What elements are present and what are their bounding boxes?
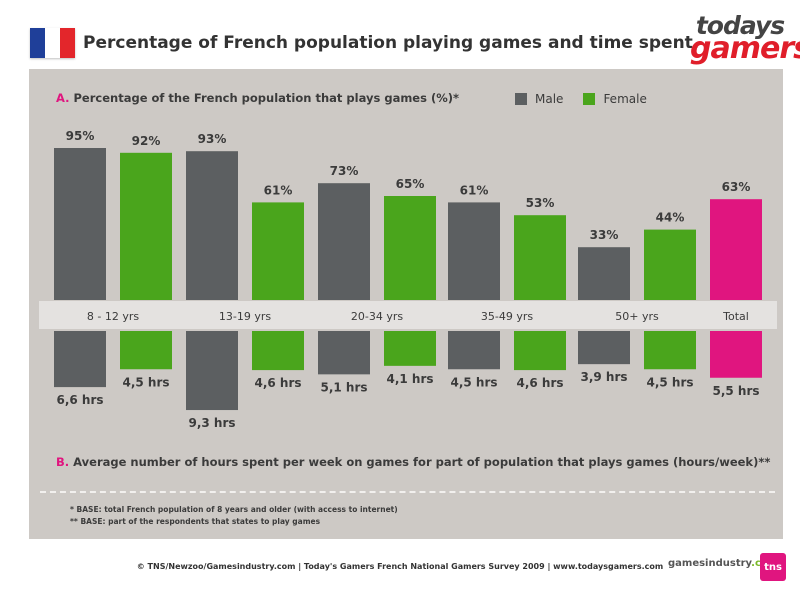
- data-label-male-hrs-1: 9,3 hrs: [188, 416, 235, 430]
- data-label-male-pct-2: 73%: [330, 164, 359, 178]
- legend-female-swatch: [583, 93, 596, 105]
- todays-gamers-logo: todays gamers: [690, 11, 800, 66]
- legend: Male Female: [515, 92, 667, 106]
- flag-stripe-blue: [30, 28, 45, 58]
- logo-line-2: gamers: [690, 30, 800, 66]
- bar-female-pct-0: [120, 152, 172, 300]
- section-b-letter: B.: [56, 455, 70, 469]
- gi-logo-text: gamesindustry: [668, 558, 752, 569]
- bar-total-pct: [710, 199, 762, 300]
- bar-female-hrs-3: [514, 331, 566, 371]
- section-b-text: Average number of hours spent per week o…: [73, 455, 771, 469]
- bar-female-hrs-1: [252, 331, 304, 371]
- category-label-2: 20-34 yrs: [351, 310, 403, 323]
- data-label-male-hrs-0: 6,6 hrs: [56, 393, 103, 407]
- bar-female-hrs-0: [120, 331, 172, 370]
- data-label-male-hrs-2: 5,1 hrs: [320, 380, 367, 394]
- data-label-female-pct-4: 44%: [656, 211, 685, 225]
- section-b-label: B. Average number of hours spent per wee…: [56, 455, 770, 469]
- bar-male-pct-1: [186, 151, 238, 300]
- bar-male-hrs-1: [186, 331, 238, 411]
- bar-male-pct-4: [578, 247, 630, 300]
- bar-total-hrs: [710, 331, 762, 378]
- data-label-female-pct-3: 53%: [526, 196, 555, 210]
- footnotes: * BASE: total French population of 8 yea…: [70, 504, 398, 528]
- bar-male-pct-3: [448, 202, 500, 300]
- bar-female-pct-4: [644, 229, 696, 300]
- legend-female-label: Female: [603, 92, 647, 106]
- section-a-text: Percentage of the French population that…: [73, 91, 460, 105]
- bar-male-hrs-2: [318, 331, 370, 375]
- tns-logo: tns: [760, 553, 786, 581]
- section-a-label: A. Percentage of the French population t…: [56, 91, 459, 105]
- footnote-1: * BASE: total French population of 8 yea…: [70, 505, 398, 514]
- data-label-female-hrs-4: 4,5 hrs: [646, 375, 693, 389]
- logo-line-1: todays: [695, 11, 785, 40]
- section-a-letter: A.: [56, 91, 70, 105]
- category-label-3: 35-49 yrs: [481, 310, 533, 323]
- footnote-2: ** BASE: part of the respondents that st…: [70, 517, 321, 526]
- data-label-female-pct-0: 92%: [132, 134, 161, 148]
- category-label-5: Total: [722, 310, 749, 323]
- bar-female-pct-2: [384, 196, 436, 300]
- data-label-female-hrs-0: 4,5 hrs: [122, 375, 169, 389]
- bar-female-pct-3: [514, 215, 566, 300]
- flag-stripe-white: [45, 28, 60, 58]
- header: Percentage of French population playing …: [0, 0, 800, 70]
- bar-male-pct-2: [318, 183, 370, 300]
- data-label-female-hrs-3: 4,6 hrs: [516, 376, 563, 390]
- data-label-male-hrs-4: 3,9 hrs: [580, 370, 627, 384]
- page-title: Percentage of French population playing …: [83, 33, 700, 53]
- dashed-divider: [40, 491, 775, 493]
- category-band: [39, 301, 777, 329]
- data-label-female-pct-1: 61%: [264, 183, 293, 197]
- french-flag-icon: [30, 28, 75, 58]
- legend-male-swatch: [515, 93, 527, 105]
- category-label-0: 8 - 12 yrs: [87, 310, 139, 323]
- data-label-female-pct-2: 65%: [396, 177, 425, 191]
- data-label-female-hrs-2: 4,1 hrs: [386, 372, 433, 386]
- bar-male-hrs-3: [448, 331, 500, 370]
- data-label-male-hrs-3: 4,5 hrs: [450, 375, 497, 389]
- bar-female-pct-1: [252, 202, 304, 300]
- bar-female-hrs-2: [384, 331, 436, 366]
- bar-male-hrs-4: [578, 331, 630, 365]
- data-label-male-pct-0: 95%: [66, 129, 95, 143]
- data-label-total-hrs: 5,5 hrs: [712, 384, 759, 398]
- category-label-4: 50+ yrs: [615, 310, 659, 323]
- category-label-1: 13-19 yrs: [219, 310, 271, 323]
- legend-male-label: Male: [535, 92, 564, 106]
- data-label-male-pct-4: 33%: [590, 228, 619, 242]
- data-label-total-pct: 63%: [722, 180, 751, 194]
- data-label-female-hrs-1: 4,6 hrs: [254, 376, 301, 390]
- bar-female-hrs-4: [644, 331, 696, 370]
- footer-credit: © TNS/Newzoo/Gamesindustry.com | Today's…: [136, 562, 664, 571]
- data-label-male-pct-1: 93%: [198, 132, 227, 146]
- data-label-male-pct-3: 61%: [460, 183, 489, 197]
- bar-male-hrs-0: [54, 331, 106, 388]
- bar-male-pct-0: [54, 148, 106, 300]
- flag-stripe-red: [60, 28, 75, 58]
